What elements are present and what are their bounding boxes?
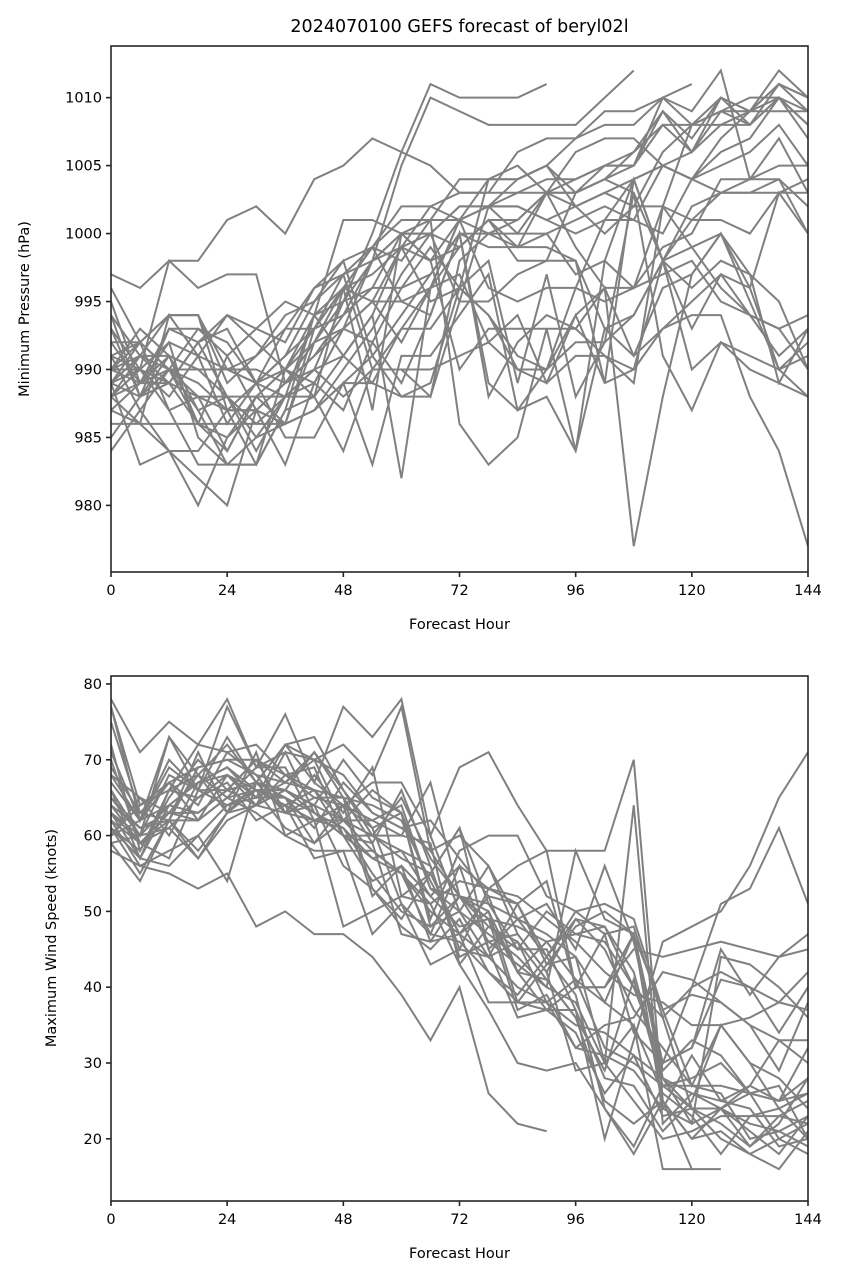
pressure-y-ticks: 980 985 990 995 1000 1005 1010: [65, 91, 111, 514]
pressure-series-member-05: [111, 68, 808, 385]
wind-series-member-06: [111, 849, 547, 1133]
pressure-y-tick-label: 1010: [65, 91, 102, 107]
pressure-series-member-24: [111, 178, 808, 454]
wind-y-tick-label: 40: [84, 980, 102, 996]
pressure-y-tick-label: 1000: [65, 227, 102, 243]
wind-x-tick-label: 96: [566, 1212, 584, 1228]
wind-x-tick-label: 24: [218, 1212, 236, 1228]
pressure-y-tick-label: 1005: [65, 159, 102, 175]
pressure-y-tick-label: 980: [74, 498, 102, 514]
pressure-x-tick-label: 144: [794, 583, 822, 599]
wind-series-member-08: [111, 773, 692, 1171]
wind-y-tick-label: 60: [84, 829, 102, 845]
pressure-x-tick-label: 48: [334, 583, 352, 599]
pressure-series-member-28: [111, 95, 808, 426]
pressure-x-axis-label: Forecast Hour: [409, 617, 510, 633]
wind-x-tick-label: 0: [106, 1212, 115, 1228]
pressure-y-tick-label: 995: [74, 295, 102, 311]
wind-y-tick-label: 30: [84, 1056, 102, 1072]
pressure-x-ticks: 0 24 48 72 96 120 144: [106, 572, 822, 599]
pressure-x-tick-label: 0: [106, 583, 115, 599]
figure-title: 2024070100 GEFS forecast of beryl02l: [290, 17, 628, 37]
wind-y-axis-label: Maximum Wind Speed (knots): [44, 829, 60, 1047]
wind-series-member-12: [111, 759, 808, 1027]
wind-panel: 0 24 48 72 96 120 144 20 30 40 50 60 70 80 Forecast …: [44, 675, 822, 1262]
pressure-x-tick-label: 120: [678, 583, 706, 599]
pressure-y-tick-label: 985: [74, 430, 102, 446]
wind-x-ticks: 0 24 48 72 96 120 144: [106, 1201, 822, 1228]
wind-x-tick-label: 48: [334, 1212, 352, 1228]
wind-y-tick-label: 20: [84, 1132, 102, 1148]
pressure-series-member-31: [111, 110, 808, 412]
wind-x-tick-label: 72: [450, 1212, 468, 1228]
wind-series-member-29: [111, 750, 808, 1110]
wind-y-tick-label: 50: [84, 904, 102, 920]
wind-x-tick-label: 120: [678, 1212, 706, 1228]
wind-y-tick-label: 70: [84, 753, 102, 769]
pressure-x-tick-label: 96: [566, 583, 584, 599]
pressure-y-tick-label: 990: [74, 362, 102, 378]
pressure-x-tick-label: 72: [450, 583, 468, 599]
wind-y-ticks: 20 30 40 50 60 70 80: [84, 677, 111, 1148]
wind-y-tick-label: 80: [84, 677, 102, 693]
wind-series-layer: [111, 696, 808, 1171]
pressure-series-member-26: [111, 176, 808, 467]
pressure-x-tick-label: 24: [218, 583, 236, 599]
pressure-series-member-23: [111, 192, 808, 454]
wind-x-axis-label: Forecast Hour: [409, 1246, 510, 1262]
wind-series-member-27: [111, 749, 808, 1156]
wind-series-member-31: [111, 766, 808, 1103]
wind-series-member-18: [111, 721, 808, 1133]
pressure-y-axis-label: Minimum Pressure (hPa): [17, 221, 33, 397]
wind-x-tick-label: 144: [794, 1212, 822, 1228]
pressure-series-member-16: [111, 272, 808, 547]
pressure-series-layer: [111, 68, 808, 547]
pressure-series-member-30: [111, 82, 808, 372]
wind-series-member-30: [111, 743, 808, 1065]
pressure-panel: 0 24 48 72 96 120 144 980 985 990 995 1000 1005 1010…: [17, 45, 822, 633]
